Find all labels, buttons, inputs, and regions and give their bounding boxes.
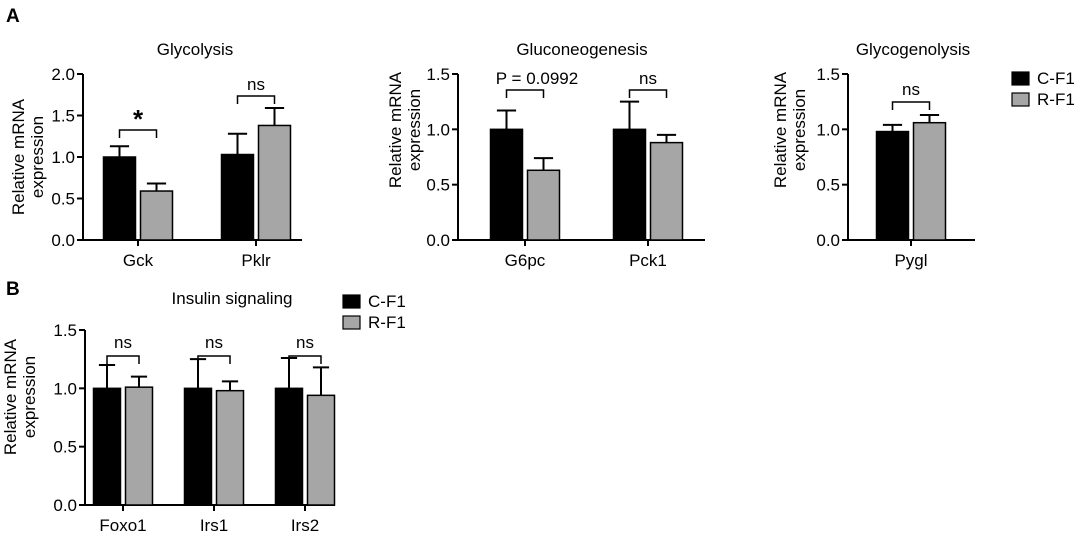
legend-swatch-c-f1	[1011, 71, 1030, 86]
x-tick-label: Pck1	[629, 251, 667, 270]
legend: C-F1 R-F1	[342, 292, 406, 332]
bar-c-f1-irs1	[183, 387, 213, 506]
bar-r-f1-foxo1	[124, 386, 154, 506]
bar-c-f1-gck	[102, 156, 137, 241]
panel-label-a: A	[6, 6, 20, 27]
y-tick-label: 1.5	[816, 65, 840, 84]
x-tick-label: Pklr	[241, 251, 271, 270]
y-axis-label: Relative mRNAexpression	[386, 71, 424, 188]
legend-label-r-f1: R-F1	[1037, 90, 1075, 109]
bar-r-f1-pck1	[649, 141, 684, 241]
legend-label-r-f1: R-F1	[368, 313, 406, 332]
x-tick-label: Foxo1	[99, 516, 146, 535]
chart-title: Gluconeogenesis	[516, 40, 647, 59]
x-tick-label: Irs1	[200, 516, 228, 535]
legend-swatch-r-f1	[1011, 92, 1030, 107]
significance-label: *	[133, 104, 144, 134]
panel-label-b: B	[6, 279, 20, 300]
chart-title: Insulin signaling	[172, 289, 293, 308]
significance-label: ns	[247, 75, 265, 94]
significance-label: ns	[639, 69, 657, 88]
x-tick-label: Gck	[123, 251, 154, 270]
significance-label: ns	[114, 333, 132, 352]
y-tick-label: 0.5	[426, 176, 450, 195]
significance-label: ns	[902, 80, 920, 99]
legend-label-c-f1: C-F1	[1037, 69, 1075, 88]
y-tick-label: 2.0	[51, 65, 75, 84]
y-tick-label: 1.0	[53, 379, 77, 398]
y-axis-label: Relative mRNAexpression	[771, 71, 809, 188]
significance-bracket	[236, 95, 276, 104]
x-tick-label: Pygl	[894, 251, 927, 270]
bar-c-f1-pklr	[220, 153, 255, 241]
bar-c-f1-pygl	[875, 130, 910, 241]
y-axis-label: Relative mRNAexpression	[9, 98, 47, 215]
significance-bracket	[505, 89, 545, 98]
y-tick-label: 1.5	[53, 321, 77, 340]
bar-r-f1-pklr	[257, 124, 292, 241]
bar-c-f1-pck1	[612, 128, 647, 241]
x-tick-label: Irs2	[291, 516, 319, 535]
chart-title: Glycogenolysis	[856, 40, 970, 59]
y-tick-label: 1.0	[816, 120, 840, 139]
significance-bracket	[118, 129, 158, 138]
y-tick-label: 0.5	[816, 176, 840, 195]
y-tick-label: 1.0	[426, 120, 450, 139]
x-tick-label: G6pc	[505, 251, 546, 270]
y-tick-label: 0.0	[816, 231, 840, 250]
y-tick-label: 0.0	[426, 231, 450, 250]
legend: C-F1 R-F1	[1011, 69, 1075, 109]
legend-swatch-r-f1	[342, 315, 361, 330]
bar-r-f1-gck	[139, 190, 174, 241]
chart-2: Glycogenolysis Relative mRNAexpression 0.0…	[771, 40, 1075, 270]
significance-label: P = 0.0992	[496, 69, 578, 88]
y-tick-label: 0.0	[51, 231, 75, 250]
y-tick-label: 1.5	[51, 107, 75, 126]
y-axis-label: Relative mRNAexpression	[1, 338, 39, 455]
bar-c-f1-irs2	[274, 387, 304, 506]
chart-3: Insulin signaling Relative mRNAexpression…	[1, 289, 406, 535]
significance-bracket	[106, 355, 140, 364]
bar-c-f1-g6pc	[489, 128, 524, 241]
y-tick-label: 1.5	[426, 65, 450, 84]
y-tick-label: 0.5	[51, 190, 75, 209]
bar-r-f1-pygl	[912, 121, 947, 241]
significance-label: ns	[205, 333, 223, 352]
legend-label-c-f1: C-F1	[368, 292, 406, 311]
significance-bracket	[628, 89, 668, 98]
significance-bracket	[891, 101, 931, 110]
bar-r-f1-irs1	[215, 389, 245, 506]
bar-r-f1-irs2	[306, 394, 336, 506]
significance-bracket	[288, 355, 322, 364]
significance-label: ns	[296, 333, 314, 352]
y-tick-label: 0.0	[53, 496, 77, 515]
y-tick-label: 0.5	[53, 438, 77, 457]
bar-r-f1-g6pc	[526, 169, 561, 241]
bar-c-f1-foxo1	[92, 387, 122, 506]
significance-bracket	[197, 355, 231, 364]
y-tick-label: 1.0	[51, 148, 75, 167]
chart-title: Glycolysis	[157, 40, 234, 59]
legend-swatch-c-f1	[342, 294, 361, 309]
